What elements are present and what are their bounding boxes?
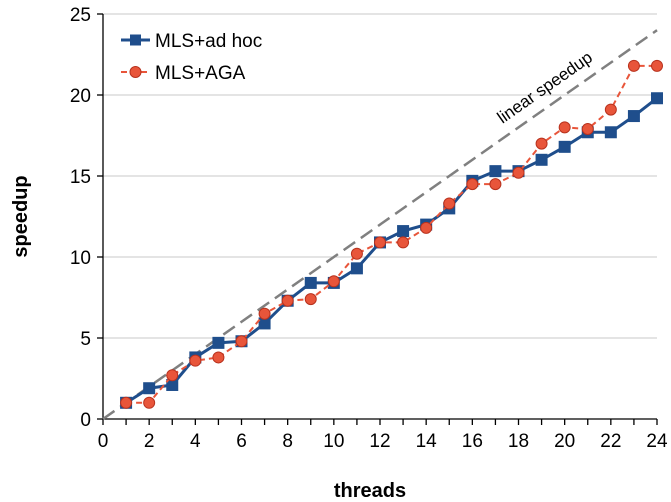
data-point [397, 225, 410, 238]
data-point [651, 92, 663, 105]
data-point [627, 110, 640, 123]
data-point [558, 121, 571, 134]
legend-marker-circle [129, 66, 142, 78]
data-point [120, 396, 133, 409]
data-point [581, 123, 594, 136]
data-point [374, 236, 386, 249]
data-point [143, 396, 156, 409]
data-point [443, 197, 456, 210]
data-point [420, 221, 433, 234]
series-mls-ad-hoc [120, 92, 663, 409]
legend-label: MLS+AGA [155, 63, 246, 84]
x-tick-label: 8 [282, 431, 293, 452]
data-point [212, 351, 225, 364]
y-tick-label: 0 [80, 410, 91, 431]
y-tick-label: 15 [70, 167, 91, 188]
data-point [535, 137, 548, 150]
y-tick-label: 20 [70, 86, 91, 107]
data-point [604, 103, 617, 116]
linear-speedup-line [102, 29, 658, 421]
x-tick-label: 16 [462, 431, 483, 452]
data-point [627, 59, 640, 72]
data-point [558, 140, 571, 153]
data-point [327, 275, 340, 288]
data-point [489, 178, 502, 191]
series-mls-aga [120, 59, 663, 409]
data-point [350, 262, 363, 275]
data-point [235, 335, 248, 348]
y-tick-label: 25 [70, 5, 91, 26]
data-point [535, 153, 548, 166]
legend-label: MLS+ad hoc [155, 31, 262, 52]
linear-speedup-label: linear speedup [494, 48, 596, 128]
x-tick-label: 0 [98, 431, 109, 452]
x-tick-label: 2 [144, 431, 155, 452]
data-point [166, 369, 179, 382]
legend: MLS+ad hoc MLS+AGA [121, 31, 262, 84]
series-line [125, 97, 658, 405]
data-point [143, 382, 156, 395]
data-point [281, 294, 294, 307]
data-point [304, 293, 317, 306]
x-tick-label: 18 [508, 431, 529, 452]
data-point [258, 307, 271, 320]
data-point [397, 236, 410, 249]
data-point [512, 166, 525, 179]
legend-marker-square [130, 34, 141, 46]
data-point [189, 354, 202, 367]
x-tick-label: 14 [416, 431, 438, 452]
x-tick-label: 4 [190, 431, 201, 452]
x-tick-label: 12 [369, 431, 390, 452]
data-point [350, 247, 363, 260]
x-tick-label: 22 [600, 431, 621, 452]
y-axis-title: speedup [10, 175, 32, 257]
data-point [466, 178, 479, 191]
gridlines [103, 13, 657, 339]
x-axis-title: threads [334, 480, 406, 502]
x-tick-label: 24 [646, 431, 668, 452]
y-tick-label: 5 [80, 329, 91, 350]
data-point [489, 165, 502, 178]
data-point [212, 336, 225, 349]
x-tick-label: 6 [236, 431, 247, 452]
x-tick-label: 10 [323, 431, 344, 452]
x-tick-label: 20 [554, 431, 575, 452]
data-point [304, 276, 317, 289]
y-tick-label: 10 [70, 248, 91, 269]
data-point [604, 126, 617, 139]
data-point [651, 59, 663, 72]
